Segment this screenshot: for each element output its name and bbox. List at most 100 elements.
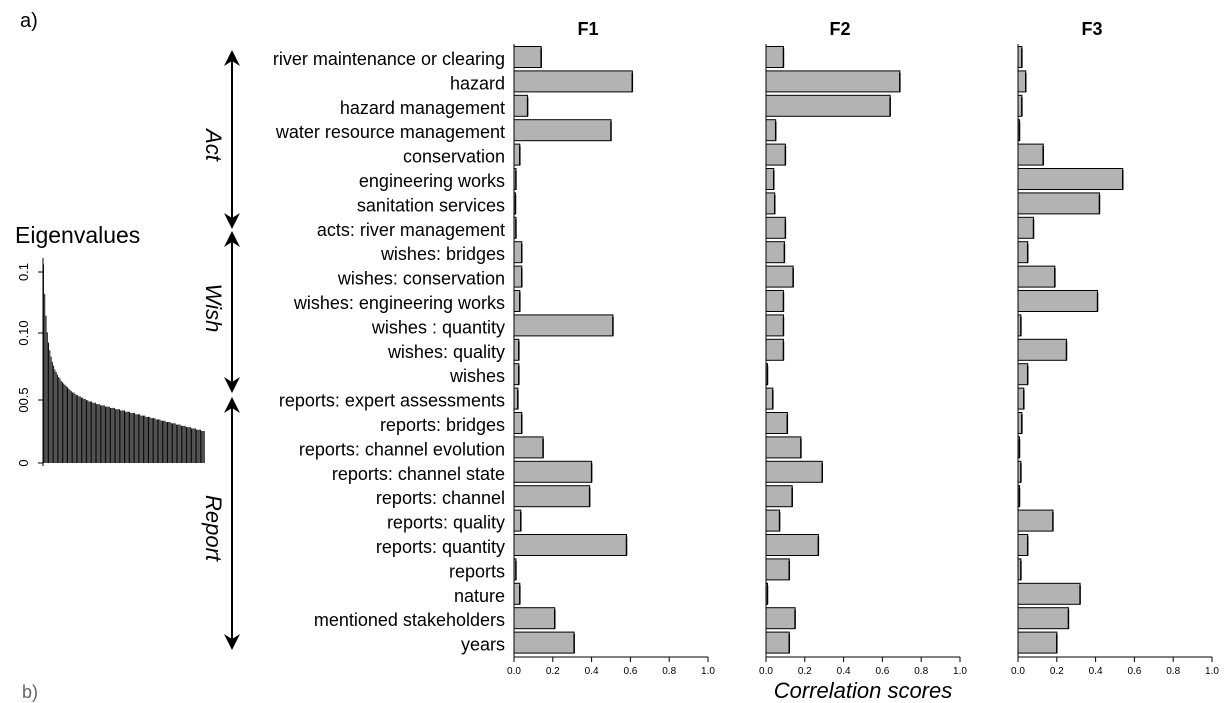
category-label: wishes: bridges: [380, 244, 505, 264]
eigen-bar: [197, 429, 199, 463]
bar: [1017, 70, 1027, 93]
eigen-bar: [53, 365, 55, 463]
eigen-bar: [97, 404, 99, 463]
eigen-bar: [170, 423, 172, 463]
eigen-bar: [129, 411, 131, 463]
eigen-bar: [54, 369, 56, 463]
category-label: wishes: [449, 366, 505, 386]
bar: [765, 534, 819, 556]
x-tick-label: 0.6: [1127, 666, 1141, 677]
eigen-bar: [146, 416, 148, 463]
eigenvalues-title: Eigenvalues: [15, 222, 140, 248]
eigen-bar: [58, 377, 60, 463]
arrow-head-down: [224, 377, 240, 393]
bar: [765, 314, 784, 337]
eigen-y-tick-label: 0.10: [16, 320, 31, 345]
x-tick-label: 0.4: [1089, 666, 1103, 677]
x-tick-label: 0.8: [1166, 666, 1180, 677]
bar: [1017, 631, 1058, 654]
x-tick-label: 1.0: [701, 666, 715, 677]
category-label: engineering works: [359, 171, 505, 191]
x-tick-label: 0.4: [585, 666, 599, 677]
x-tick-label: 0.0: [1011, 666, 1025, 677]
category-label: hazard management: [340, 98, 505, 118]
eigen-bar: [60, 381, 62, 463]
bar: [765, 168, 775, 190]
x-tick-label: 0.4: [837, 666, 851, 677]
eigen-bar: [116, 409, 118, 463]
eigen-bar: [127, 411, 129, 463]
bar: [765, 265, 794, 288]
eigen-bar: [161, 420, 163, 463]
eigen-bar: [148, 416, 149, 463]
bar: [765, 460, 823, 483]
category-label: reports: channel state: [332, 464, 505, 484]
bar: [765, 338, 784, 361]
eigen-bar: [167, 422, 168, 463]
eigenvalue-plot: Eigenvalues 0 00.5 0.10 0.1: [15, 222, 205, 467]
eigen-bar: [75, 395, 77, 463]
correlation-panels: F1 0.0 0.2 0.4 0.6 0.8 1.0 F2 0.0 0.2 0.4 0.6 0.8 1.0…: [507, 19, 1219, 677]
eigen-bar: [125, 411, 127, 463]
eigen-bar: [92, 402, 94, 463]
bar: [1017, 607, 1069, 630]
bar: [765, 216, 786, 239]
panel-letter-a: a): [20, 10, 38, 32]
bar: [513, 485, 591, 508]
category-label: reports: expert assessments: [279, 391, 505, 411]
category-label: reports: channel evolution: [299, 439, 505, 459]
eigen-bar: [72, 392, 74, 463]
eigen-bar: [168, 422, 170, 463]
eigen-bar: [164, 420, 166, 463]
group-label: Report: [201, 495, 226, 562]
category-label: reports: bridges: [380, 415, 505, 435]
eigen-bar: [84, 398, 86, 463]
eigen-bar: [145, 416, 147, 463]
category-label: reports: quality: [387, 513, 505, 533]
eigen-bar: [186, 427, 187, 463]
category-label: wishes: quality: [387, 342, 505, 362]
eigen-bar: [98, 404, 100, 463]
eigen-bar: [105, 406, 106, 463]
eigen-bar: [117, 409, 119, 463]
eigen-bar: [163, 420, 165, 463]
eigen-bar: [160, 420, 162, 463]
eigen-bar: [193, 428, 195, 463]
bar: [765, 94, 891, 117]
arrow-head-up: [224, 50, 240, 66]
eigen-bar: [96, 404, 98, 463]
bar: [1017, 509, 1054, 532]
bar: [765, 509, 781, 532]
panel-f3: F3 0.0 0.2 0.4 0.6 0.8 1.0: [1011, 19, 1219, 677]
bar: [765, 387, 774, 410]
eigen-bar: [151, 418, 153, 463]
eigen-bar: [158, 419, 160, 463]
category-label: wishes: engineering works: [293, 293, 505, 313]
eigen-bar: [79, 396, 81, 463]
eigen-bar: [199, 429, 201, 463]
category-label: reports: channel: [376, 488, 505, 508]
panel-letter-b: b): [22, 682, 39, 702]
bar: [513, 241, 523, 264]
category-labels: river maintenance or clearing hazard hazar…: [273, 49, 505, 655]
x-tick-label: 1.0: [1205, 666, 1219, 677]
bar: [765, 558, 790, 581]
group-label: Act: [201, 127, 226, 162]
eigen-bar: [194, 428, 196, 463]
bar: [765, 485, 793, 508]
eigen-bar: [134, 413, 136, 463]
eigen-bar: [126, 411, 128, 463]
eigen-bar: [121, 410, 123, 463]
eigen-bar: [124, 410, 125, 463]
eigen-bar: [99, 405, 101, 463]
bar: [513, 582, 521, 605]
eigen-bar: [82, 397, 84, 463]
panel-f1: F1 0.0 0.2 0.4 0.6 0.8 1.0: [507, 19, 715, 677]
x-tick-label: 0.8: [662, 666, 676, 677]
eigen-bar: [154, 418, 156, 463]
bar: [765, 143, 786, 166]
bar: [513, 412, 523, 434]
eigen-bar: [120, 410, 122, 463]
bar: [1017, 290, 1099, 312]
